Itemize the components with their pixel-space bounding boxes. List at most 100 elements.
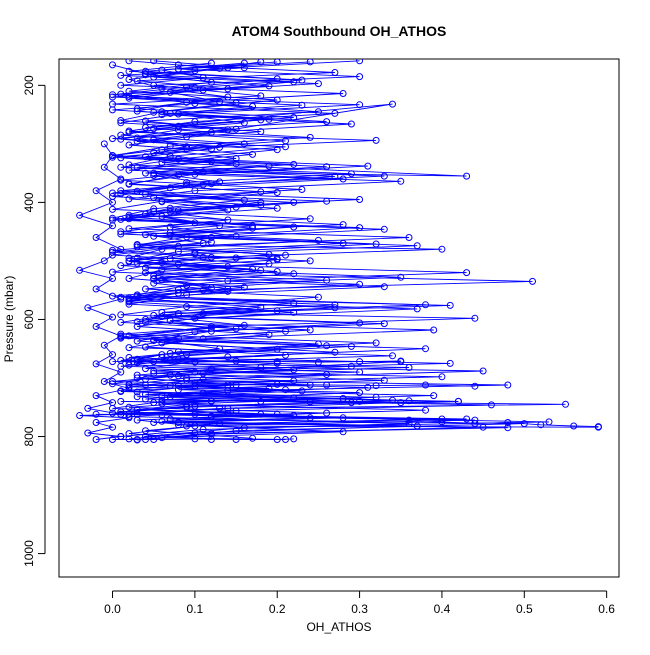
data-point	[471, 420, 479, 428]
data-point	[257, 397, 265, 405]
y-tick-label: 400	[22, 192, 36, 212]
data-point	[109, 189, 116, 197]
data-point	[364, 383, 372, 391]
data-point	[438, 245, 446, 253]
data-point	[249, 150, 256, 158]
y-axis: 200 400 600 800 1000	[22, 75, 46, 567]
data-point	[84, 304, 92, 312]
data-point	[76, 266, 84, 274]
data-point	[109, 399, 116, 407]
data-point	[150, 232, 158, 240]
data-point	[117, 90, 125, 98]
data-point	[117, 163, 125, 171]
data-point	[150, 419, 158, 426]
data-point	[380, 225, 388, 233]
data-point	[191, 100, 199, 107]
data-point	[117, 295, 125, 303]
data-point	[372, 382, 380, 390]
data-point	[257, 303, 265, 311]
data-point	[298, 76, 306, 84]
data-point	[323, 118, 331, 126]
data-point	[150, 279, 158, 287]
data-point	[109, 292, 116, 300]
data-point	[109, 205, 116, 213]
data-point	[150, 205, 158, 213]
data-point	[207, 365, 215, 373]
x-tick-label: 0.1	[187, 602, 204, 616]
data-point	[117, 332, 125, 340]
data-point	[174, 155, 182, 163]
data-point	[306, 257, 314, 265]
data-point	[191, 402, 199, 410]
data-point	[290, 270, 298, 278]
data-point	[117, 334, 125, 342]
data-point	[257, 410, 265, 418]
data-point	[109, 214, 116, 222]
y-tick-label: 600	[22, 309, 36, 329]
data-point	[92, 285, 100, 293]
data-point	[323, 163, 331, 171]
data-point	[273, 436, 281, 443]
data-series-14	[109, 435, 298, 443]
x-tick-label: 0.2	[269, 602, 286, 616]
data-point	[166, 231, 174, 239]
data-point	[117, 408, 125, 416]
data-point	[166, 152, 174, 160]
data-point	[117, 245, 125, 253]
series-line	[112, 62, 451, 440]
data-point	[125, 414, 133, 422]
y-tick-label: 800	[22, 426, 36, 446]
data-point	[372, 240, 380, 248]
data-point	[347, 342, 355, 350]
data-point	[109, 106, 116, 114]
series-line	[408, 419, 599, 428]
data-point	[166, 317, 174, 325]
data-point	[117, 228, 125, 236]
data-point	[463, 269, 471, 277]
data-point	[306, 215, 314, 223]
data-point	[191, 328, 199, 336]
data-point	[92, 419, 100, 426]
data-point	[430, 326, 438, 334]
data-point	[339, 239, 347, 247]
data-point	[372, 136, 380, 144]
data-point	[471, 382, 479, 390]
data-point	[125, 180, 133, 188]
data-point	[150, 358, 158, 366]
data-point	[405, 234, 413, 241]
data-point	[150, 136, 158, 144]
data-point	[166, 204, 174, 212]
data-point	[339, 428, 347, 436]
data-point	[471, 314, 479, 322]
data-point	[298, 186, 306, 193]
data-point	[117, 215, 125, 223]
data-point	[422, 345, 429, 353]
data-point	[125, 294, 133, 302]
data-point	[199, 335, 207, 343]
data-point	[191, 314, 199, 322]
data-point	[314, 340, 322, 348]
data-point	[117, 119, 125, 127]
data-point	[125, 258, 133, 265]
data-point	[232, 254, 240, 262]
data-point	[240, 283, 248, 291]
data-point	[117, 368, 125, 376]
data-point	[232, 325, 240, 333]
x-axis: 0.0 0.1 0.2 0.3 0.4 0.5 0.6	[104, 590, 615, 616]
data-point	[356, 389, 364, 397]
data-point	[125, 275, 133, 282]
data-point	[100, 163, 108, 171]
data-point	[109, 91, 116, 99]
data-point	[183, 291, 191, 299]
data-point	[356, 196, 364, 203]
data-point	[125, 59, 133, 65]
data-point	[133, 107, 141, 115]
data-point	[265, 82, 273, 90]
data-point	[117, 311, 125, 319]
series-line	[137, 256, 278, 260]
data-point	[109, 378, 116, 385]
data-point	[380, 172, 388, 180]
data-point	[405, 416, 413, 424]
data-point	[133, 163, 141, 171]
